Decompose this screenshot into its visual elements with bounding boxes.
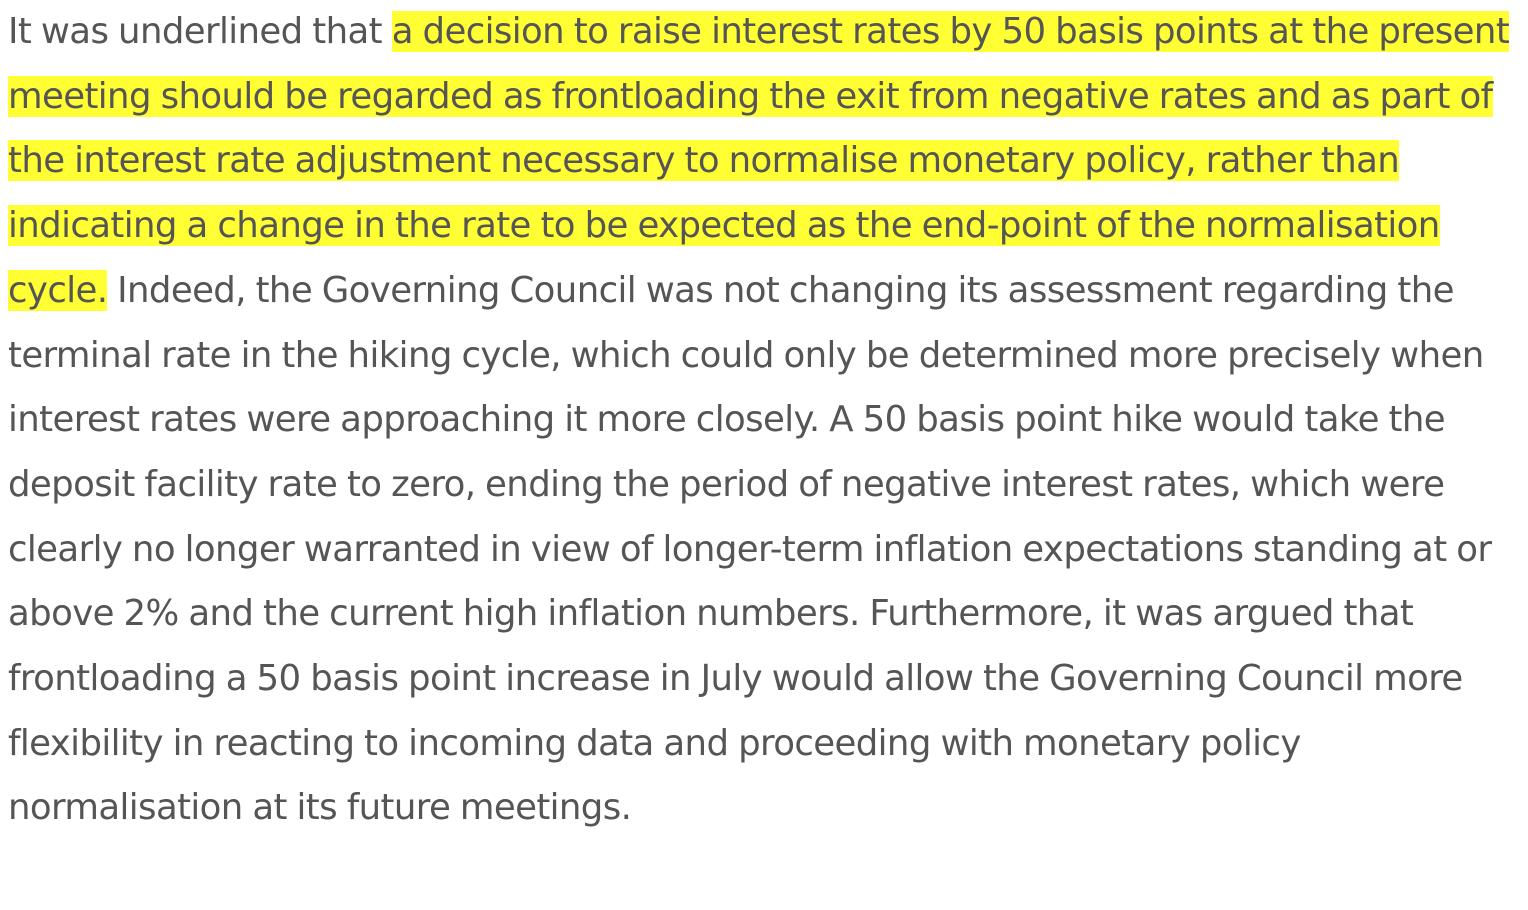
paragraph-lead: It was underlined that [8,11,392,52]
highlighted-passage: a decision to raise interest rates by 50… [8,11,1510,311]
paragraph-rest: Indeed, the Governing Council was not ch… [8,269,1492,829]
article-body: It was underlined that a decision to rai… [8,0,1520,841]
paragraph: It was underlined that a decision to rai… [8,0,1520,841]
